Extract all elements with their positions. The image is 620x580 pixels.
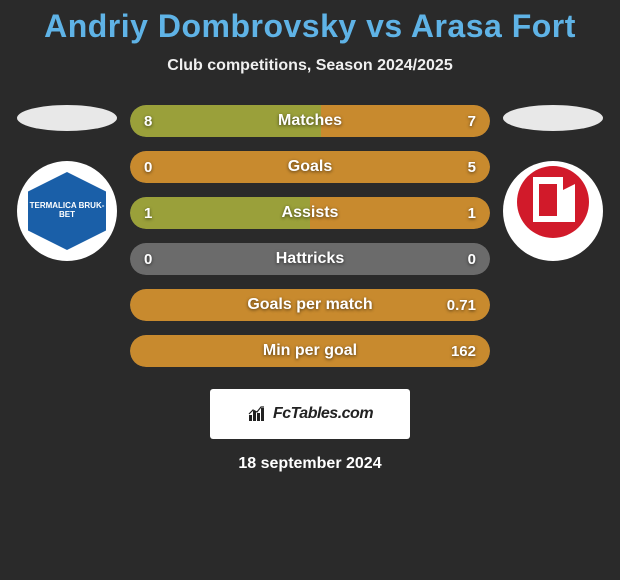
stat-row: Goals per match0.71 <box>130 289 490 321</box>
season-subtitle: Club competitions, Season 2024/2025 <box>0 57 620 75</box>
page-title: Andriy Dombrovsky vs Arasa Fort <box>0 8 620 45</box>
club-a-name: TERMALICA BRUK-BET <box>28 202 106 220</box>
player-b-club-badge <box>503 161 603 261</box>
stat-value-right: 0 <box>468 243 476 275</box>
stat-label: Min per goal <box>130 335 490 367</box>
stats-panel: 8Matches70Goals51Assists10Hattricks0Goal… <box>130 105 490 367</box>
stat-label: Goals <box>130 151 490 183</box>
player-a-club-badge: TERMALICA BRUK-BET <box>17 161 117 261</box>
player-b-column <box>498 105 608 261</box>
stat-row: 1Assists1 <box>130 197 490 229</box>
stat-value-right: 7 <box>468 105 476 137</box>
snapshot-date: 18 september 2024 <box>0 455 620 473</box>
brand-watermark: FcTables.com <box>210 389 410 439</box>
stat-row: 0Goals5 <box>130 151 490 183</box>
stat-label: Matches <box>130 105 490 137</box>
player-b-photo-placeholder <box>503 105 603 131</box>
stat-row: 0Hattricks0 <box>130 243 490 275</box>
stat-label: Hattricks <box>130 243 490 275</box>
stat-value-right: 1 <box>468 197 476 229</box>
stat-label: Assists <box>130 197 490 229</box>
chart-icon <box>247 404 267 424</box>
club-b-mark <box>513 162 593 260</box>
stat-row: 8Matches7 <box>130 105 490 137</box>
stat-value-right: 5 <box>468 151 476 183</box>
player-a-column: TERMALICA BRUK-BET <box>12 105 122 261</box>
stat-row: Min per goal162 <box>130 335 490 367</box>
stat-label: Goals per match <box>130 289 490 321</box>
stat-value-right: 0.71 <box>447 289 476 321</box>
player-a-photo-placeholder <box>17 105 117 131</box>
stat-value-right: 162 <box>451 335 476 367</box>
brand-name: FcTables.com <box>273 405 373 423</box>
